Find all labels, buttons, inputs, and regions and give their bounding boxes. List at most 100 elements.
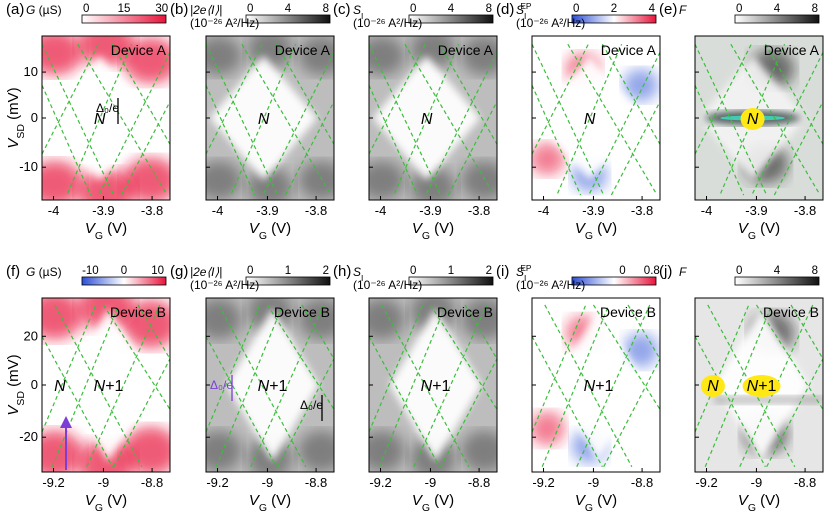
panel-letter: (c) [333, 1, 351, 18]
x-axis-title: VG (V) [412, 492, 454, 514]
colorbar-title: F [679, 265, 687, 279]
diamond-edge-line [215, 304, 284, 468]
panel-letter: (a) [6, 1, 24, 18]
diamond-edge-line [275, 43, 334, 145]
diamond-edge-line [381, 304, 470, 468]
x-tick-label: -8.8 [468, 475, 490, 490]
diamond-edge-line [394, 43, 460, 194]
signal-region [42, 430, 83, 472]
signal-region [409, 167, 457, 200]
diamond-edge-line [695, 84, 745, 196]
colorbar-tick: 0.8 [644, 265, 660, 277]
blockade-diamond [45, 55, 154, 181]
colorbar [81, 276, 167, 286]
diamond-edge-line [206, 84, 256, 196]
charge-state-label: N+1 [258, 378, 288, 395]
colorbar-tick: 8 [812, 3, 818, 15]
signal-region [369, 298, 405, 340]
plot-area [206, 298, 334, 472]
signal-region [369, 36, 405, 76]
x-tick-label: -9 [588, 475, 600, 490]
panel-a: -4 -3.9 -3.8 VG (V) 10 0 -10 VSD (mV) Device A N (… [5, 1, 171, 242]
device-label: Device B [763, 304, 819, 320]
panel-j: -9.2 -9 -8.8 VG (V) Device B N N+1 (j) 0 4 8 F [659, 263, 824, 514]
x-axis-title: VG (V) [249, 492, 291, 514]
colorbar-tick: 8 [812, 265, 818, 277]
diamond-edge-line [627, 304, 660, 360]
diamond-edge-line [790, 304, 823, 360]
purple-arrow-head [60, 416, 72, 428]
diamond-edge-line [464, 304, 497, 360]
signal-region [409, 36, 457, 69]
colorbar-unit: (10⁻²⁶ A²/Hz) [353, 278, 422, 292]
diamond-edge-line [438, 43, 497, 145]
delta0-annotation-a: Δ₀/e [96, 98, 119, 124]
colorbar-tick: 8 [323, 3, 329, 15]
charge-state-label: N [94, 111, 106, 128]
colorbar-tick: 0 [121, 265, 127, 277]
colorbar [245, 276, 331, 286]
colorbar-tick: 8 [486, 3, 492, 15]
delta0-annotation-g-purple: Δ₀/e [210, 375, 233, 401]
signal-region [461, 298, 497, 340]
y-axis-title: VSD (mV) [5, 87, 27, 148]
blockade-diamond [209, 55, 318, 181]
plot-area [206, 36, 334, 200]
diamond-edge-line [369, 304, 424, 433]
panel-i: -9.2 -9 -8.8 VG (V) Device B N+1 (i) 0 0.8 SIEP(1… [496, 263, 661, 514]
signal-region [369, 430, 405, 472]
diamond-edge-line [67, 43, 133, 194]
x-tick-label: -4 [701, 203, 713, 218]
charge-state-label: N [421, 111, 433, 128]
colorbar-title: G (µS) [26, 3, 62, 17]
diamond-edge-line [277, 358, 334, 468]
diamond-edge-line [610, 101, 660, 196]
blockade-diamond [552, 308, 645, 462]
x-tick-label: -9 [751, 475, 763, 490]
plot-area [369, 36, 497, 200]
device-label: Device A [601, 42, 657, 58]
diamond-edge-line [42, 335, 113, 468]
x-tick-label: -3.9 [419, 203, 441, 218]
signal-region [42, 160, 83, 200]
colorbar [408, 14, 494, 24]
signal-region [298, 160, 334, 200]
x-tick-label: -4 [375, 203, 387, 218]
blockade-diamond [389, 308, 482, 462]
colorbar-unit: (10⁻²⁶ A²/Hz) [190, 16, 259, 30]
charge-state-highlight [700, 375, 725, 397]
x-axis-title: VG (V) [738, 220, 780, 242]
x-axis-title: VG (V) [85, 220, 127, 242]
device-label: Device B [437, 304, 493, 320]
x-tick-label: -3.9 [582, 203, 604, 218]
colorbar [734, 276, 820, 286]
x-tick-label: -9 [262, 475, 274, 490]
colorbar-tick: 30 [155, 3, 168, 15]
device-label: Device A [111, 42, 167, 58]
y-axis-title: VSD (mV) [5, 354, 27, 415]
plot-area [369, 298, 497, 472]
diamond-edge-line [250, 304, 325, 468]
panel-letter: (d) [496, 1, 514, 18]
colorbar-title: SIEP [516, 263, 532, 283]
colorbar-title: SI [353, 3, 363, 21]
colorbar-tick: 4 [285, 3, 292, 15]
device-label: Device B [274, 304, 330, 320]
diamond-edge-line [231, 43, 297, 194]
colorbar [734, 14, 820, 24]
diamond-edge-line [589, 52, 660, 194]
diamond-edge-line [695, 304, 750, 433]
colorbar-tick: -10 [82, 265, 99, 277]
diamond-edge-line [218, 304, 307, 468]
diamond-edge-line [440, 358, 497, 468]
diamond-edge-line [576, 304, 651, 468]
colorbar-title: SIEP [516, 1, 532, 21]
diamond-edge-line [378, 304, 447, 468]
panel-letter: (i) [496, 263, 509, 280]
diamond-edge-line [113, 358, 170, 468]
diamond-edge-line [426, 52, 497, 194]
y-tick-label: -20 [19, 429, 38, 444]
colorbar-title: F [679, 3, 687, 17]
charge-state-label: N [54, 378, 66, 395]
